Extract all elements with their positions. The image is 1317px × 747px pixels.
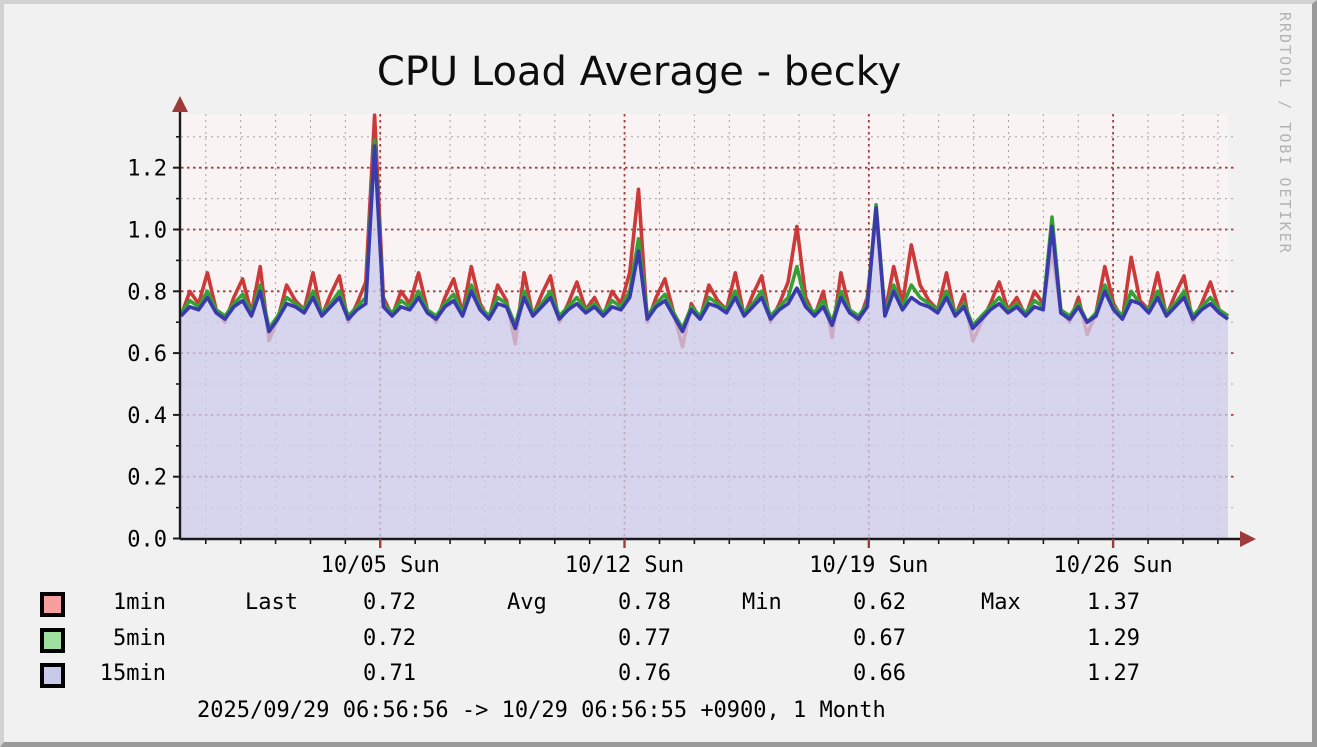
legend-last-15min: 0.71 — [363, 661, 416, 686]
rrdtool-watermark: RRDTOOL / TOBI OETIKER — [1276, 12, 1294, 255]
legend-label-5min: 5min — [113, 626, 166, 651]
chart-plot-area: 0.0 0.2 0.4 0.6 0.8 1.0 1.2 10/05 Sun 10/12 Sun 1… — [127, 96, 1256, 578]
chart-title: CPU Load Average - becky — [376, 49, 902, 95]
legend-col-min: Min — [742, 590, 782, 615]
legend-avg-1min: 0.78 — [618, 590, 671, 615]
y-tick-label: 0.4 — [127, 404, 167, 429]
x-axis-arrow-icon — [1240, 531, 1256, 547]
legend-last-5min: 0.72 — [363, 626, 416, 651]
axis-ticks — [173, 136, 1219, 548]
legend-last-1min: 0.72 — [363, 590, 416, 615]
y-axis-arrow-icon — [172, 96, 188, 112]
legend-swatch-1min — [40, 592, 65, 617]
y-tick-label: 0.0 — [127, 528, 167, 553]
series-15min — [179, 144, 1230, 334]
legend-label-15min: 15min — [99, 661, 166, 686]
legend-swatch-15min — [40, 663, 65, 688]
y-tick-label: 1.2 — [127, 157, 167, 182]
legend-row-15min: 15min 0.71 0.76 0.66 1.27 — [4, 661, 1204, 691]
legend-col-max: Max — [981, 590, 1021, 615]
y-tick-label: 0.2 — [127, 466, 167, 491]
legend-max-5min: 1.29 — [1087, 626, 1140, 651]
legend-avg-15min: 0.76 — [618, 661, 671, 686]
y-tick-label: 1.0 — [127, 219, 167, 244]
legend-swatch-5min — [40, 628, 65, 653]
legend-col-avg: Avg — [507, 590, 547, 615]
legend-max-15min: 1.27 — [1087, 661, 1140, 686]
x-tick-label: 10/12 Sun — [565, 553, 684, 578]
legend-row-1min: 1min Last 0.72 Avg 0.78 Min 0.62 Max 1.3… — [4, 590, 1204, 620]
x-tick-label: 10/26 Sun — [1054, 553, 1173, 578]
x-tick-label: 10/19 Sun — [809, 553, 928, 578]
legend-min-1min: 0.62 — [853, 590, 906, 615]
legend-min-15min: 0.66 — [853, 661, 906, 686]
time-range-footer: 2025/09/29 06:56:56 -> 10/29 06:56:55 +0… — [197, 698, 886, 723]
axis-labels: 0.0 0.2 0.4 0.6 0.8 1.0 1.2 10/05 Sun 10/12 Sun 1… — [127, 157, 1172, 578]
legend-avg-5min: 0.77 — [618, 626, 671, 651]
axes — [172, 96, 1256, 547]
y-tick-label: 0.6 — [127, 342, 167, 367]
legend-label-1min: 1min — [113, 590, 166, 615]
legend-row-5min: 5min 0.72 0.77 0.67 1.29 — [4, 626, 1204, 656]
x-tick-label: 10/05 Sun — [321, 553, 440, 578]
area-15min — [181, 146, 1228, 538]
legend-col-last: Last — [245, 590, 298, 615]
y-tick-label: 0.8 — [127, 280, 167, 305]
legend-min-5min: 0.67 — [853, 626, 906, 651]
legend-max-1min: 1.37 — [1087, 590, 1140, 615]
